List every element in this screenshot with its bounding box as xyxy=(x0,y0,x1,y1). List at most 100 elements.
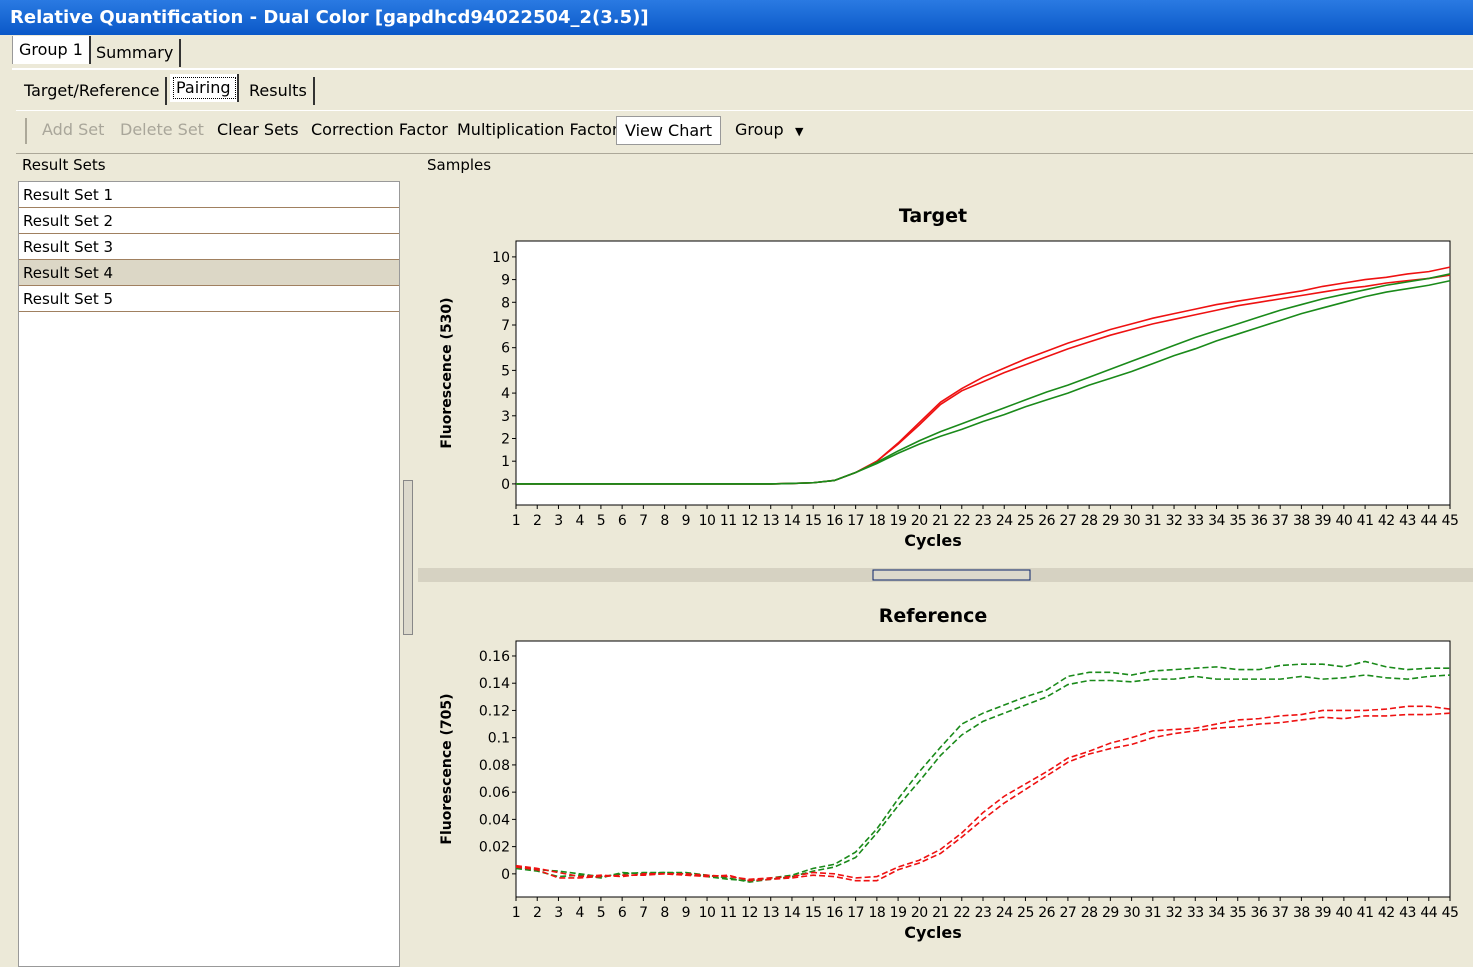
toolbar-button[interactable]: View Chart xyxy=(616,116,722,145)
y-tick-label: 0.12 xyxy=(479,703,510,719)
x-tick-label: 26 xyxy=(1038,905,1055,921)
chart-title: Target xyxy=(899,205,967,227)
toolbar-button[interactable]: Delete Set xyxy=(120,120,204,139)
x-tick-label: 41 xyxy=(1357,513,1374,529)
x-axis-label: Cycles xyxy=(904,531,962,550)
subtab[interactable]: Pairing xyxy=(170,74,239,102)
x-tick-label: 24 xyxy=(996,905,1013,921)
plot-area xyxy=(515,240,1451,506)
y-tick-label: 8 xyxy=(501,295,510,311)
y-tick-label: 0.16 xyxy=(479,649,510,665)
x-tick-label: 18 xyxy=(868,905,885,921)
x-tick-label: 38 xyxy=(1293,905,1310,921)
x-tick-label: 40 xyxy=(1335,905,1352,921)
data-line xyxy=(515,674,1451,883)
dropdown-arrow[interactable]: ▼ xyxy=(795,125,804,138)
x-tick-label: 13 xyxy=(762,513,779,529)
result-set-list: Result Set 1 Result Set 2 Result Set 3 R… xyxy=(18,181,400,967)
x-tick-label: 24 xyxy=(996,513,1013,529)
toolbar-grip xyxy=(25,118,27,144)
x-tick-label: 34 xyxy=(1208,905,1225,921)
list-item[interactable]: Result Set 2 xyxy=(19,208,399,234)
x-tick-label: 19 xyxy=(890,513,907,529)
x-tick-label: 29 xyxy=(1102,905,1119,921)
x-tick-label: 7 xyxy=(639,513,647,529)
splitter-handle[interactable] xyxy=(403,480,413,635)
tab-rule xyxy=(12,68,1473,70)
x-tick-label: 22 xyxy=(953,513,970,529)
x-tick-label: 2 xyxy=(533,513,541,529)
x-tick-label: 33 xyxy=(1187,513,1204,529)
x-tick-label: 9 xyxy=(682,905,690,921)
window-title: Relative Quantification - Dual Color [ga… xyxy=(10,7,649,28)
toolbar-button[interactable]: Group xyxy=(735,120,784,139)
x-tick-label: 8 xyxy=(660,513,668,529)
list-item[interactable]: Result Set 5 xyxy=(19,286,399,312)
x-tick-label: 5 xyxy=(597,905,605,921)
x-tick-label: 39 xyxy=(1314,905,1331,921)
x-tick-label: 41 xyxy=(1357,905,1374,921)
chart-title: Reference xyxy=(879,605,988,627)
splitter-handle[interactable] xyxy=(872,569,1031,581)
x-tick-label: 17 xyxy=(847,513,864,529)
x-tick-label: 31 xyxy=(1144,513,1161,529)
subtab[interactable]: Target/Reference xyxy=(18,77,168,105)
x-tick-label: 23 xyxy=(975,513,992,529)
y-tick-label: 2 xyxy=(501,431,510,447)
y-axis-label: Fluorescence (530) xyxy=(439,297,455,448)
x-tick-label: 33 xyxy=(1187,905,1204,921)
x-tick-label: 21 xyxy=(932,513,949,529)
x-tick-label: 38 xyxy=(1293,513,1310,529)
x-tick-label: 4 xyxy=(575,905,584,921)
y-tick-label: 0 xyxy=(501,477,510,493)
y-tick-label: 0.1 xyxy=(488,731,510,747)
x-axis-label: Cycles xyxy=(904,923,962,942)
x-tick-label: 25 xyxy=(1017,905,1034,921)
list-item[interactable]: Result Set 4 xyxy=(19,260,399,286)
x-tick-label: 7 xyxy=(639,905,647,921)
tab[interactable]: Group 1 xyxy=(12,36,91,64)
subtab[interactable]: Results xyxy=(243,77,315,105)
x-tick-label: 20 xyxy=(911,905,928,921)
x-tick-label: 31 xyxy=(1144,905,1161,921)
x-tick-label: 28 xyxy=(1081,905,1098,921)
toolbar-button[interactable]: Clear Sets xyxy=(217,120,299,139)
panel-header: Samples xyxy=(427,156,492,174)
x-tick-label: 28 xyxy=(1081,513,1098,529)
list-item[interactable]: Result Set 3 xyxy=(19,234,399,260)
y-tick-label: 5 xyxy=(501,363,510,379)
x-tick-label: 42 xyxy=(1378,905,1395,921)
x-tick-label: 44 xyxy=(1420,905,1437,921)
x-tick-label: 25 xyxy=(1017,513,1034,529)
x-tick-label: 22 xyxy=(953,905,970,921)
x-tick-label: 43 xyxy=(1399,905,1416,921)
toolbar-button[interactable]: Multiplication Factor xyxy=(457,120,619,139)
x-tick-label: 39 xyxy=(1314,513,1331,529)
y-tick-label: 10 xyxy=(492,250,510,266)
toolbar-button[interactable]: Correction Factor xyxy=(311,120,448,139)
x-tick-label: 6 xyxy=(618,905,627,921)
x-tick-label: 37 xyxy=(1272,513,1289,529)
list-item[interactable]: Result Set 1 xyxy=(19,182,399,208)
title-bar: Relative Quantification - Dual Color [ga… xyxy=(0,0,1473,35)
x-tick-label: 6 xyxy=(618,513,627,529)
data-line xyxy=(516,279,1451,485)
x-tick-label: 35 xyxy=(1229,513,1246,529)
y-tick-label: 0.06 xyxy=(479,785,510,801)
y-tick-label: 0.02 xyxy=(479,840,510,856)
x-tick-label: 1 xyxy=(512,905,520,921)
tab[interactable]: Summary xyxy=(90,39,182,67)
x-tick-label: 26 xyxy=(1038,513,1055,529)
toolbar-button[interactable]: Add Set xyxy=(42,120,105,139)
x-tick-label: 19 xyxy=(890,905,907,921)
x-tick-label: 42 xyxy=(1378,513,1395,529)
x-tick-label: 34 xyxy=(1208,513,1225,529)
x-tick-label: 5 xyxy=(597,513,605,529)
x-tick-label: 12 xyxy=(741,513,758,529)
y-axis-label: Fluorescence (705) xyxy=(439,693,455,844)
x-tick-label: 35 xyxy=(1229,905,1246,921)
x-tick-label: 32 xyxy=(1166,905,1183,921)
x-tick-label: 14 xyxy=(784,513,801,529)
